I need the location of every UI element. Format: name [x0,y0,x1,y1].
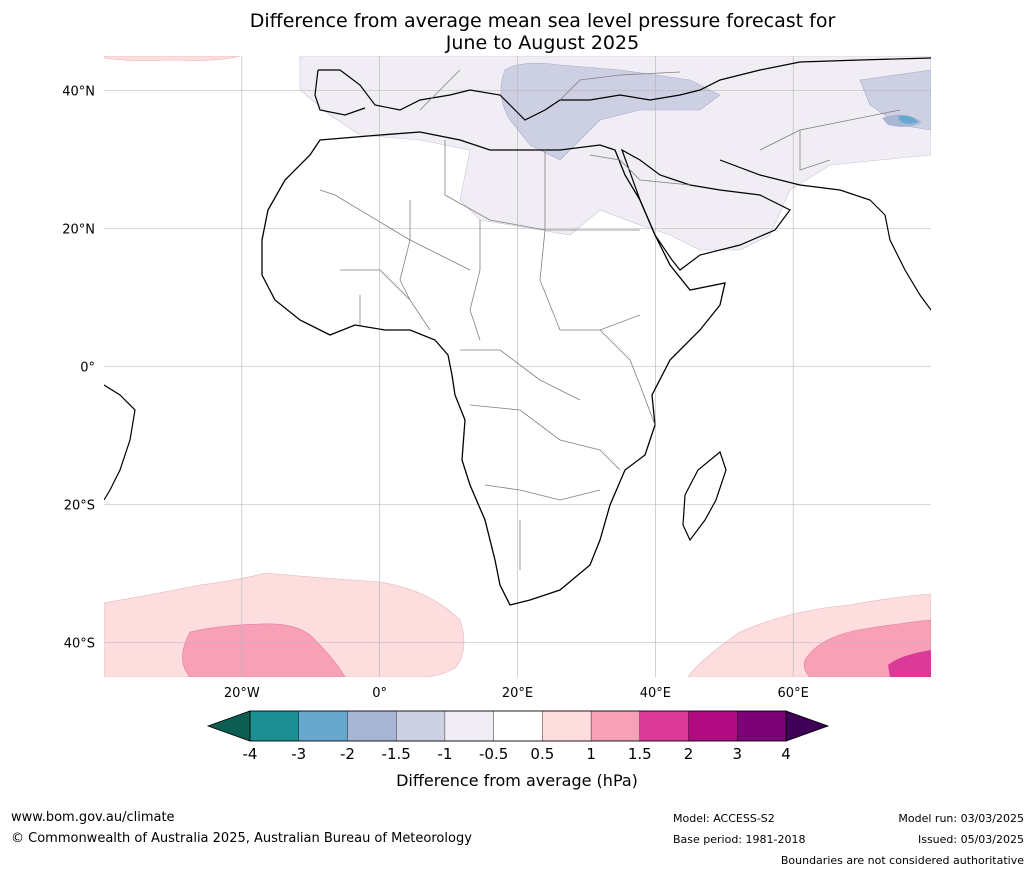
longitude-labels: 20°W 0° 20°E 40°E 60°E [224,686,809,701]
map-area [104,56,931,677]
india-coast [884,214,931,311]
longitude-label: 20°E [502,686,533,701]
colorbar-tick-label: 0.5 [530,745,554,763]
title-line-2: June to August 2025 [445,32,640,54]
colorbar-cell [688,710,738,742]
colorbar-tick-label: -1.5 [382,745,411,763]
colorbar-cell [249,710,300,742]
colorbar-cell [493,710,544,742]
footer-copyright: © Commonwealth of Australia 2025, Austra… [11,831,472,846]
longitude-label: 60°E [778,686,809,701]
colorbar-tick-label: -3 [291,745,306,763]
colorbar-cell [444,710,495,742]
map-title: Difference from average mean sea level p… [0,10,1035,54]
colorbar-cell [347,710,397,742]
gridlines [104,56,931,677]
arabian-peninsula [620,148,791,271]
colorbar-cell [639,710,690,742]
colorbar-tick-label: -4 [243,745,258,763]
africa-coastline [261,131,726,606]
longitude-label: 0° [372,686,387,701]
iberia [314,69,366,116]
colorbar-label: Difference from average (hPa) [396,771,638,790]
europe-coast [318,57,931,121]
colorbar-tick-label: -1 [437,745,452,763]
latitude-label: 20°N [62,223,95,238]
country-borders [319,69,901,570]
colorbar-tick-label: 1 [586,745,596,763]
colorbar-cell [395,710,446,742]
colorbar-cell [590,710,641,742]
footer-website: www.bom.gov.au/climate [11,810,175,825]
latitude-label: 40°N [62,85,95,100]
footer-model: Model: ACCESS-S2 [673,812,775,825]
colorbar-tick-label: 2 [684,745,694,763]
footer-base-period: Base period: 1981-2018 [673,833,806,846]
longitude-label: 20°W [224,686,260,701]
colorbar-tick-label: -2 [340,745,355,763]
latitude-label: 0° [80,361,95,376]
footer-model-run: Model run: 03/03/2025 [898,812,1024,825]
iran-coast [719,159,886,216]
colorbar-tick-label: 4 [781,745,791,763]
title-line-1: Difference from average mean sea level p… [249,10,836,32]
madagascar [682,450,727,542]
colorbar-cell [298,710,349,742]
colorbar-tick-label: 3 [732,745,742,763]
longitude-label: 40°E [640,686,671,701]
colorbar-tick-label: -0.5 [479,745,508,763]
colorbar-tick-label: 1.5 [628,745,652,763]
colorbar-cell [737,710,787,742]
colorbar-cell [542,710,592,742]
footer-disclaimer: Boundaries are not considered authoritat… [780,854,1024,867]
anomaly-fields-south [104,572,931,677]
colorbar-under-arrow [206,710,251,742]
latitude-label: 20°S [64,499,95,514]
colorbar-over-arrow [785,710,830,742]
latitude-labels: 40°N 20°N 0° 20°S 40°S [62,85,95,652]
colorbar-frame [249,710,787,742]
latitude-label: 40°S [64,637,95,652]
south-america-coast [104,384,136,501]
footer-issued: Issued: 05/03/2025 [917,833,1024,846]
colorbar: -4 -3 -2 -1.5 -1 -0.5 0.5 1 1.5 2 3 4 Difference fr… [206,710,830,790]
